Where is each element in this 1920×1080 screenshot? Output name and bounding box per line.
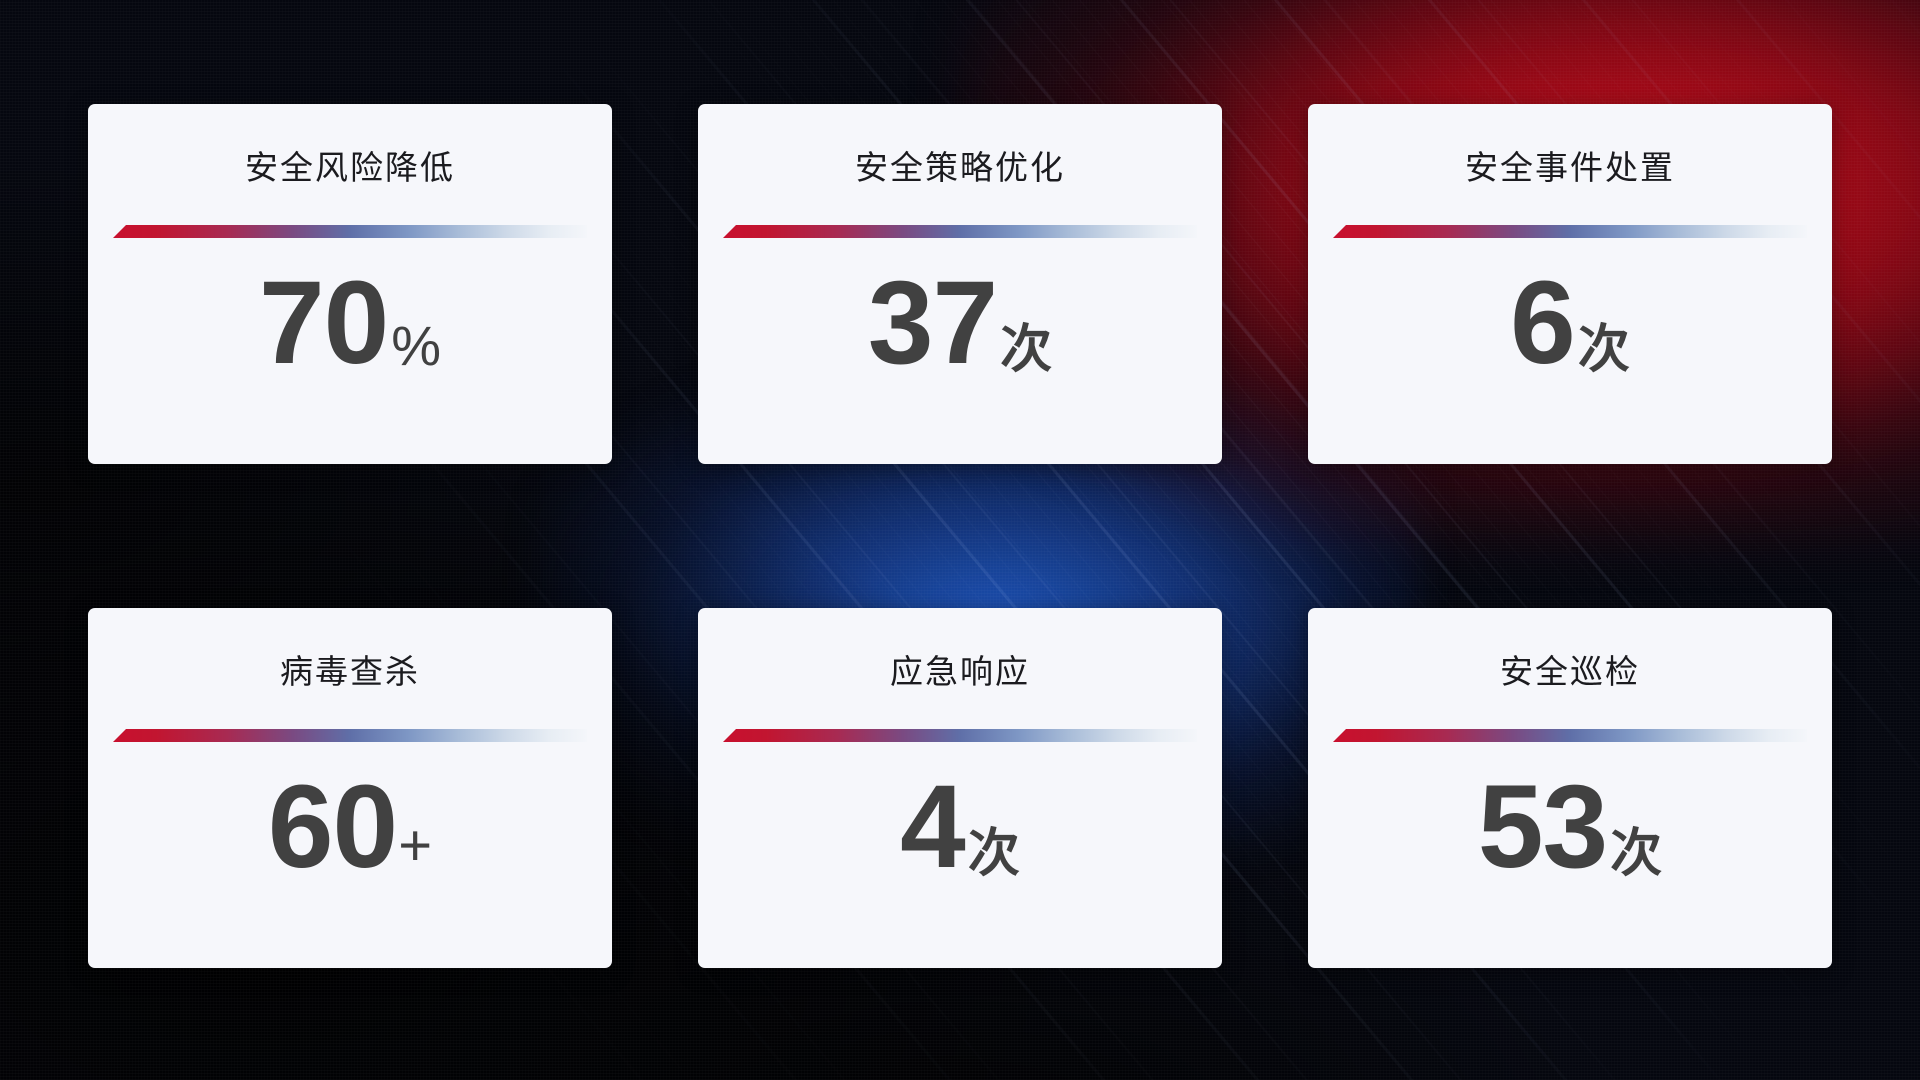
gradient-divider: [113, 225, 587, 238]
stat-card[interactable]: 应急响应 4 次: [698, 608, 1222, 968]
stat-value-suffix: 次: [1000, 321, 1053, 379]
stat-card-title: 安全策略优化: [855, 149, 1065, 186]
gradient-divider-fill: [113, 225, 587, 238]
stat-value-number: 60: [267, 761, 398, 893]
stat-value-suffix: 次: [1610, 825, 1663, 883]
stat-value-row: 60 +: [268, 768, 432, 886]
gradient-divider-fill: [1333, 729, 1807, 742]
gradient-divider: [1333, 729, 1807, 742]
gradient-divider: [113, 729, 587, 742]
gradient-divider: [1333, 225, 1807, 238]
stat-card[interactable]: 安全策略优化 37 次: [698, 104, 1222, 464]
stat-card-title: 安全巡检: [1500, 653, 1640, 690]
stat-card-title: 安全风险降低: [245, 149, 455, 186]
stat-value-number: 37: [867, 257, 998, 389]
stat-value-number: 6: [1510, 257, 1576, 389]
stat-value-row: 70 %: [259, 264, 441, 382]
gradient-divider-fill: [1333, 225, 1807, 238]
stat-value-row: 37 次: [868, 264, 1052, 382]
stat-value-suffix: 次: [967, 825, 1020, 883]
stat-card-grid: 安全风险降低 70 % 安全策略优化 37 次 安全事件处置: [88, 104, 1832, 968]
stat-card-title: 病毒查杀: [280, 653, 420, 690]
gradient-divider-fill: [723, 225, 1197, 238]
stat-card-title: 安全事件处置: [1465, 149, 1675, 186]
stat-card[interactable]: 病毒查杀 60 +: [88, 608, 612, 968]
stat-value-row: 53 次: [1478, 768, 1662, 886]
stat-value-number: 53: [1477, 761, 1608, 893]
stat-value-suffix: %: [391, 314, 442, 377]
stat-card-title: 应急响应: [890, 653, 1030, 690]
stat-card[interactable]: 安全巡检 53 次: [1308, 608, 1832, 968]
stat-value-row: 6 次: [1510, 264, 1630, 382]
stat-value-suffix: 次: [1577, 321, 1630, 379]
stat-card[interactable]: 安全事件处置 6 次: [1308, 104, 1832, 464]
gradient-divider-fill: [113, 729, 587, 742]
stat-value-number: 70: [258, 257, 389, 389]
gradient-divider: [723, 225, 1197, 238]
stat-card[interactable]: 安全风险降低 70 %: [88, 104, 612, 464]
stat-value-suffix: +: [398, 813, 433, 878]
stat-value-number: 4: [900, 761, 966, 893]
stat-value-row: 4 次: [900, 768, 1020, 886]
gradient-divider: [723, 729, 1197, 742]
gradient-divider-fill: [723, 729, 1197, 742]
